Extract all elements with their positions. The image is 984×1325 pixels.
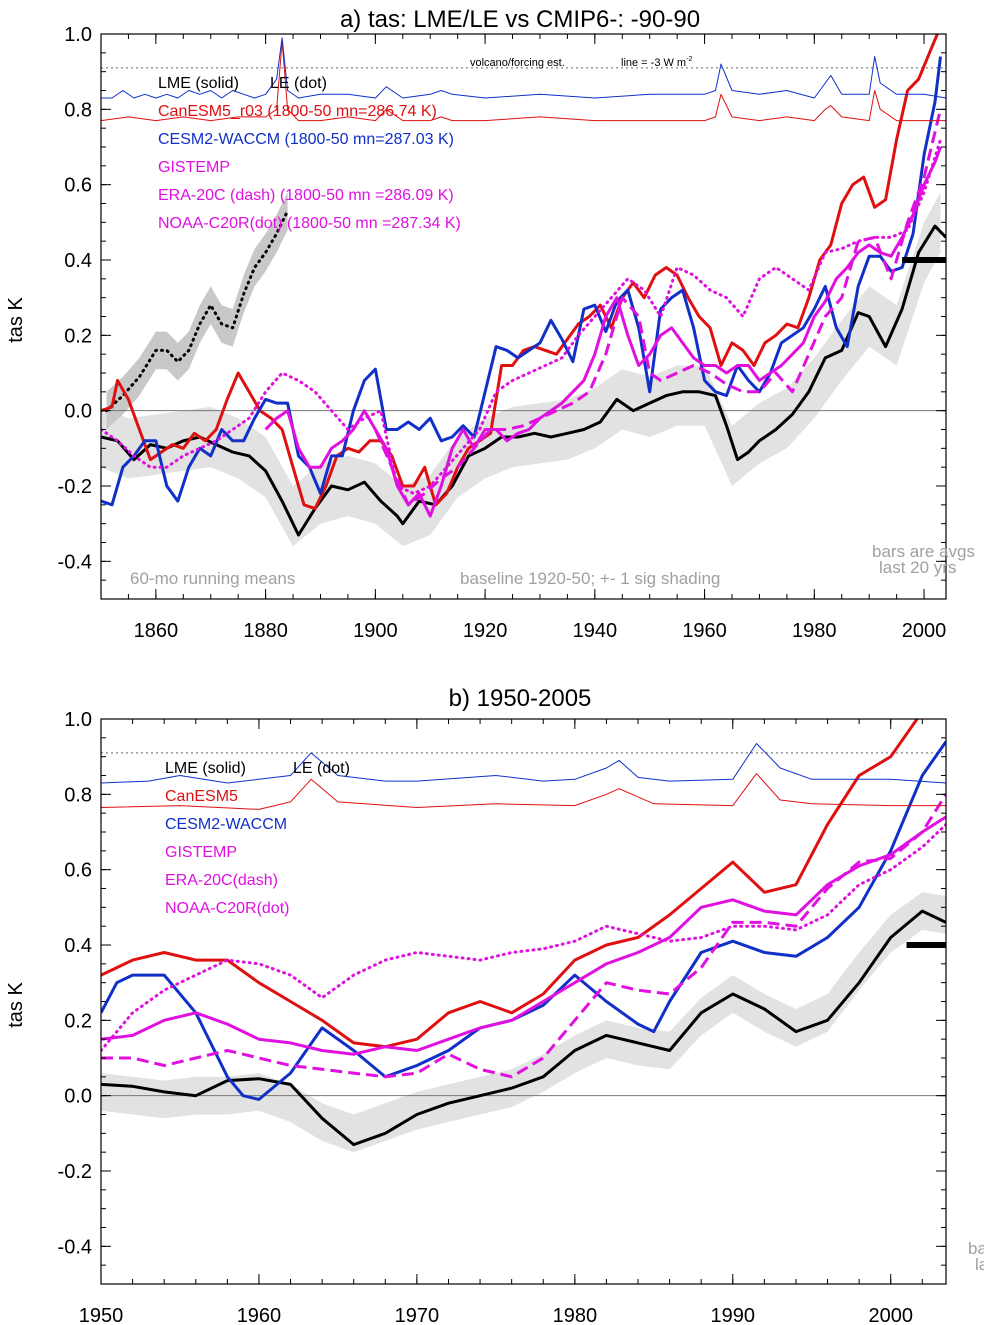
line-note-text: line = -3 W m — [621, 57, 686, 69]
x-tick-label: 2000 — [868, 1305, 913, 1325]
y-tick-label: -0.4 — [58, 1236, 92, 1258]
y-tick-label: -0.2 — [58, 1161, 92, 1183]
volcano-note: volcano/forcing est. — [470, 57, 565, 69]
y-tick-label: 0.8 — [64, 784, 92, 806]
legend-entry: GISTEMP — [165, 844, 237, 861]
x-tick-label: 1960 — [237, 1305, 282, 1325]
panel-a-zero-line — [101, 67, 946, 412]
panel-a-title: a) tas: LME/LE vs CMIP6-: -90-90 — [340, 6, 700, 33]
series-le — [105, 209, 290, 413]
x-tick-label: 1980 — [792, 620, 837, 642]
legend-entry: LME (solid) — [165, 760, 246, 777]
y-tick-label: 0.4 — [64, 935, 92, 957]
x-tick-label: 1970 — [395, 1305, 440, 1325]
y-tick-label: 0.6 — [64, 860, 92, 882]
y-tick-label: 0.0 — [64, 1086, 92, 1108]
legend-entry: LE (dot) — [293, 760, 350, 777]
bars-note-2: last 20 yrs — [879, 558, 956, 577]
series-lme — [101, 224, 946, 537]
x-tick-label: 1960 — [682, 620, 727, 642]
series-lme — [101, 909, 946, 1147]
series-cesm2-volcano-forcing — [101, 37, 946, 99]
sigma-shading — [101, 892, 946, 1153]
panel-a: a) tas: LME/LE vs CMIP6-: -90-90 tas K 1… — [5, 6, 975, 642]
panel-b-legend: LME (solid) LE (dot) CanESM5 CESM2-WACCM GIS… — [165, 760, 350, 917]
series-canesm5-volcano-forcing — [101, 773, 946, 810]
running-mean-note: 60-mo running means — [130, 569, 295, 588]
x-tick-label: 1990 — [711, 1305, 756, 1325]
panel-a-ticks: 1.0 0.8 0.6 0.4 0.2 0.0 -0.2 -0.4 1860 1880 1900 19… — [58, 24, 947, 642]
panel-b-series — [101, 719, 946, 1147]
legend-entry: LE (dot) — [270, 75, 327, 92]
y-tick-label: -0.2 — [58, 476, 92, 498]
y-tick-label: 0.2 — [64, 325, 92, 347]
panel-b-bars-note-2: la — [975, 1255, 984, 1274]
sigma-shading — [101, 192, 941, 547]
panel-a-series — [101, 34, 946, 537]
legend-entry: NOAA-C20R(dot) (1800-50 mn =287.34 K) — [158, 215, 461, 232]
panel-a-ylabel: tas K — [5, 297, 27, 343]
series-canesm5-volcano-forcing — [101, 41, 946, 122]
series-era-20c — [101, 793, 946, 1079]
panel-b: b) 1950-2005 tas K 1.0 0.8 0.6 0.4 0.2 0.0 -0.… — [5, 685, 984, 1325]
panel-b-title: b) 1950-2005 — [449, 685, 592, 712]
legend-entry: CESM2-WACCM — [165, 816, 287, 833]
panel-b-ticks: 1.0 0.8 0.6 0.4 0.2 0.0 -0.2 -0.4 1950 1960 1970 19… — [58, 709, 946, 1325]
series-cesm2-volcano-forcing — [101, 743, 946, 784]
y-tick-label: 1.0 — [64, 24, 92, 46]
x-tick-label: 1980 — [553, 1305, 598, 1325]
y-tick-label: 0.4 — [64, 250, 92, 272]
y-tick-label: 0.6 — [64, 175, 92, 197]
x-tick-label: 1900 — [353, 620, 398, 642]
y-tick-label: -0.4 — [58, 551, 92, 573]
legend-entry: NOAA-C20R(dot) — [165, 900, 289, 917]
panel-a-sigma-shading — [101, 192, 941, 547]
panel-b-sigma-shading — [101, 892, 946, 1153]
y-tick-label: 0.8 — [64, 99, 92, 121]
y-tick-label: 0.2 — [64, 1010, 92, 1032]
series-canesm5 — [101, 719, 919, 1049]
series-gistemp — [101, 815, 946, 1056]
legend-entry: ERA-20C (dash) (1800-50 mn =286.09 K) — [158, 187, 454, 204]
x-tick-label: 2000 — [902, 620, 947, 642]
legend-entry: CanESM5 — [165, 788, 238, 805]
legend-entry: ERA-20C(dash) — [165, 872, 278, 889]
baseline-note: baseline 1920-50; +- 1 sig shading — [460, 569, 720, 588]
x-tick-label: 1950 — [79, 1305, 124, 1325]
y-tick-label: 0.0 — [64, 401, 92, 423]
legend-entry: GISTEMP — [158, 159, 230, 176]
x-tick-label: 1940 — [573, 620, 618, 642]
line-note: line = -3 W m-2 — [621, 56, 692, 69]
y-tick-label: 1.0 — [64, 709, 92, 731]
legend-entry: LME (solid) — [158, 75, 239, 92]
series-cesm2-waccm — [101, 56, 942, 507]
series-era-20c — [374, 108, 942, 507]
series-noaa-c20r — [101, 823, 946, 1052]
legend-entry: CESM2-WACCM (1800-50 mn=287.03 K) — [158, 131, 454, 148]
line-note-sup: -2 — [686, 56, 692, 63]
bars-note-1: bars are avgs — [872, 542, 975, 561]
panel-b-ylabel: tas K — [5, 982, 27, 1028]
x-tick-label: 1860 — [134, 620, 179, 642]
x-tick-label: 1880 — [243, 620, 288, 642]
legend-entry: CanESM5_r03 (1800-50 mn=286.74 K) — [158, 103, 437, 120]
panel-a-legend: LME (solid) LE (dot) CanESM5_r03 (1800-50 … — [158, 75, 461, 232]
x-tick-label: 1920 — [463, 620, 508, 642]
le-shading — [106, 192, 288, 430]
panel-b-bars-note-1: ba — [968, 1239, 984, 1258]
